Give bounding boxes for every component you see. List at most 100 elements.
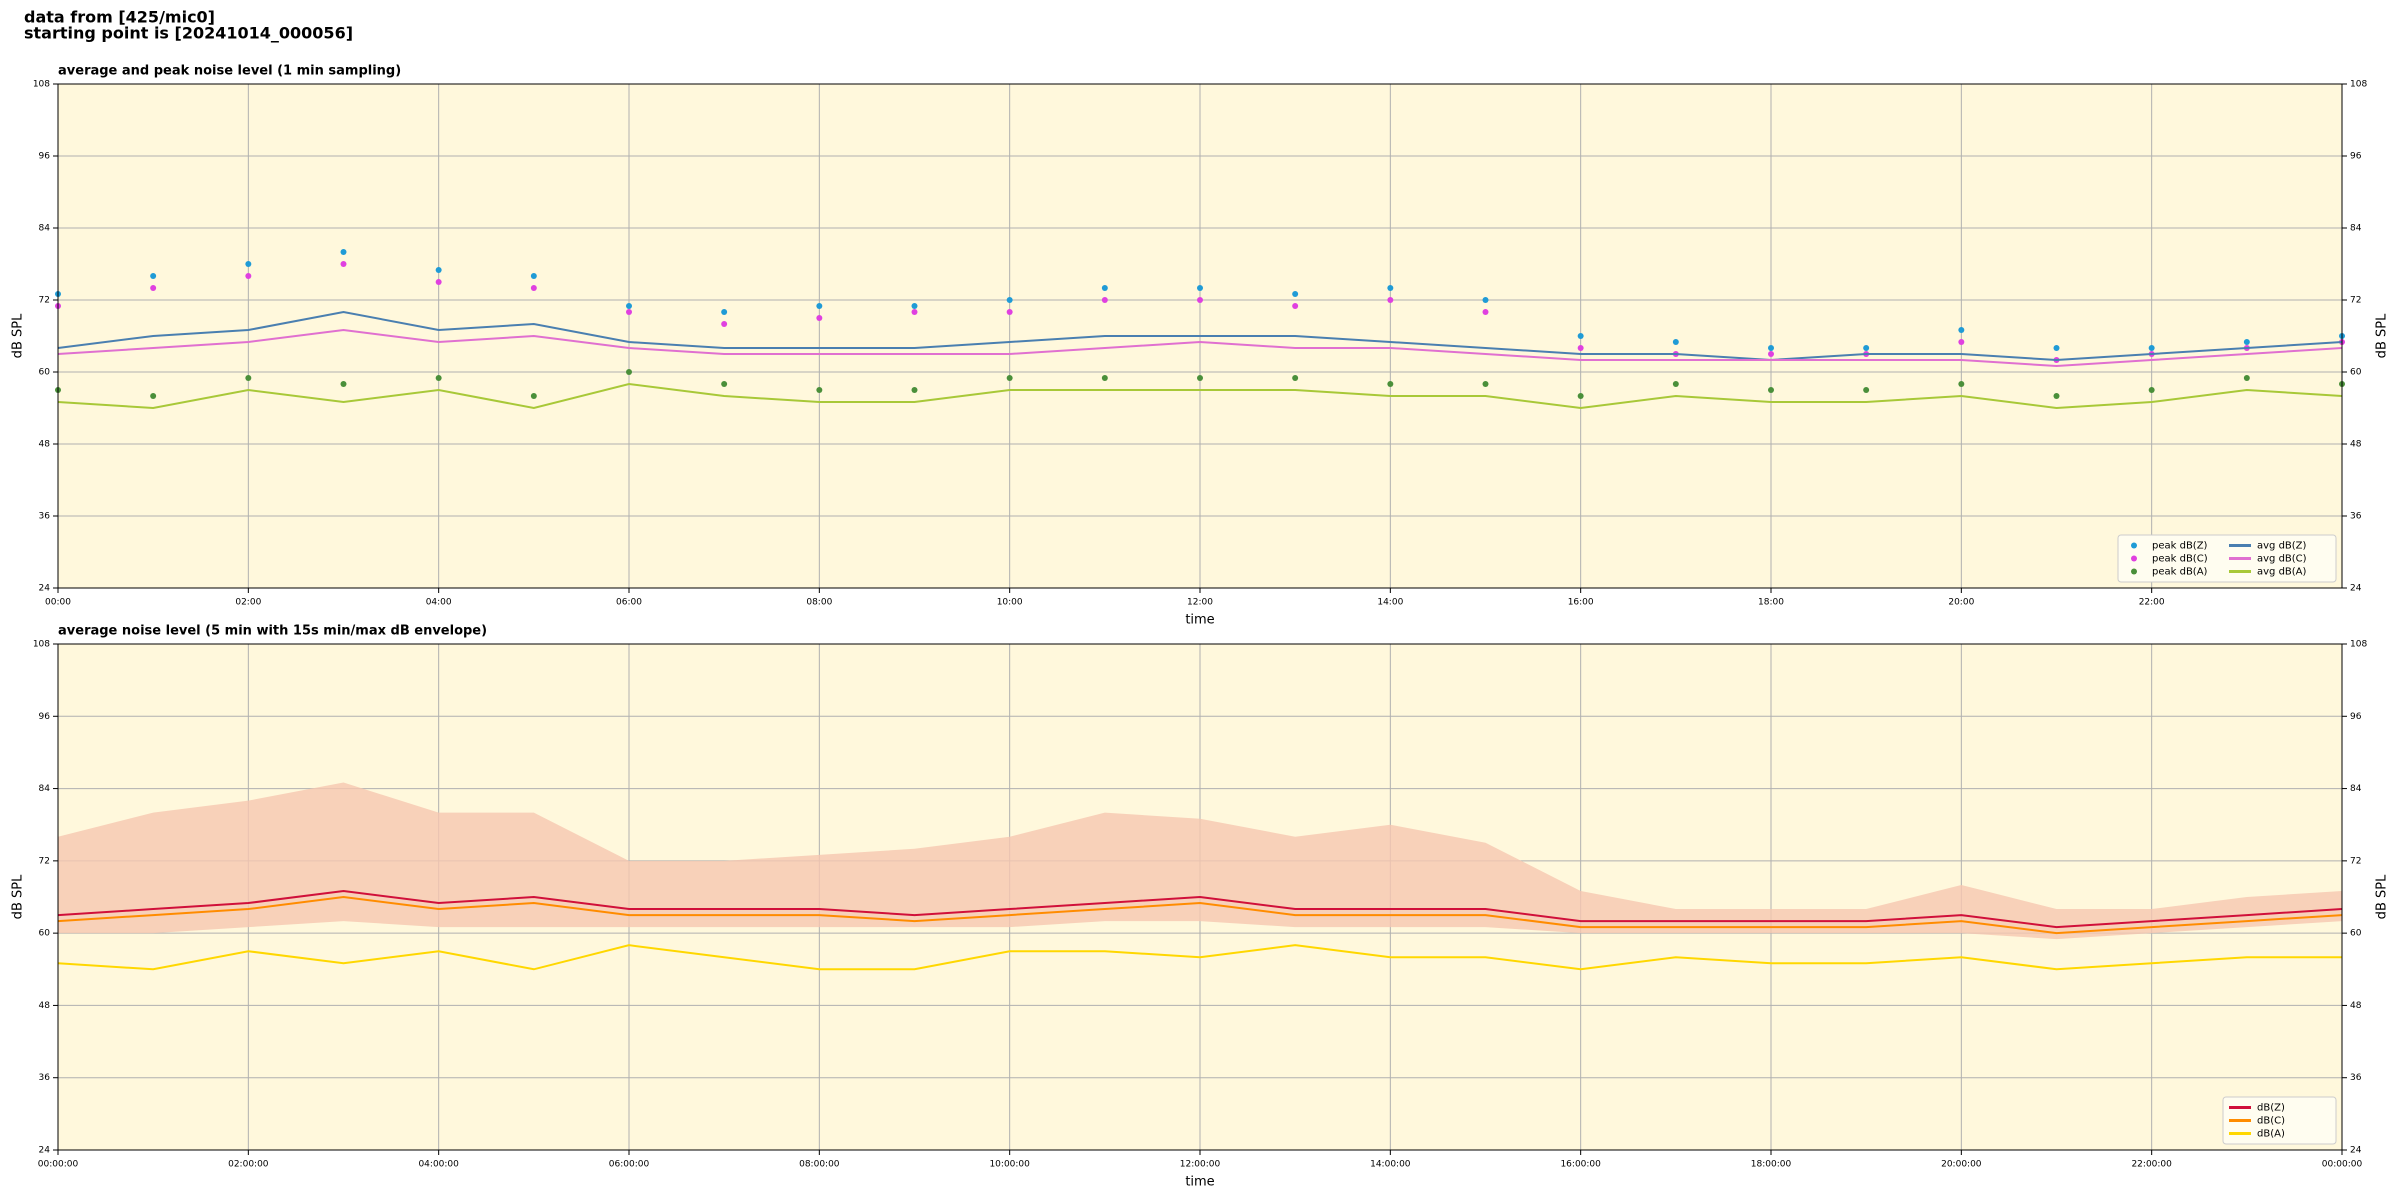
x-tick-label: 04:00: [426, 598, 452, 608]
legend-label: dB(Z): [2257, 1103, 2285, 1114]
y-tick-label: 84: [2350, 784, 2362, 794]
peak-point: [150, 285, 157, 291]
peak-point: [245, 261, 252, 267]
chart-title: average noise level (5 min with 15s min/…: [58, 624, 487, 639]
legend-label: peak dB(C): [2152, 554, 2208, 565]
y-tick-label: 72: [39, 856, 50, 866]
peak-point: [150, 393, 157, 399]
y-tick-label: 36: [2350, 512, 2362, 522]
x-axis-label: time: [1185, 1175, 1214, 1190]
peak-point: [435, 279, 442, 285]
legend-label: peak dB(A): [2152, 567, 2208, 578]
peak-point: [1006, 309, 1013, 315]
x-tick-label: 02:00:00: [228, 1160, 269, 1170]
peak-point: [2053, 345, 2060, 351]
peak-point: [1197, 285, 1203, 291]
x-tick-label: 04:00:00: [418, 1160, 459, 1170]
x-tick-label: 20:00:00: [1941, 1160, 1982, 1170]
x-tick-label: 20:00: [1948, 598, 1974, 608]
peak-point: [911, 309, 918, 315]
peak-point: [1577, 393, 1584, 399]
y-tick-label: 72: [2350, 856, 2361, 866]
x-tick-label: 18:00: [1758, 598, 1784, 608]
series-line: [57, 889, 2343, 929]
legend-label: avg dB(C): [2257, 554, 2307, 565]
x-tick-label: 00:00:00: [2322, 1160, 2363, 1170]
x-tick-label: 08:00: [806, 598, 832, 608]
x-tick-label: 16:00:00: [1560, 1160, 1601, 1170]
series-line: [57, 382, 2343, 410]
peak-point: [245, 273, 252, 279]
peak-point: [1101, 285, 1108, 291]
y-tick-label: 48: [39, 440, 51, 450]
y-tick-label: 60: [39, 368, 51, 378]
peak-point: [435, 375, 442, 381]
y-tick-label: 60: [39, 929, 51, 939]
y-axis-label: dB SPL: [11, 874, 26, 919]
peak-point: [1672, 381, 1679, 387]
peak-point: [150, 273, 157, 279]
x-tick-label: 12:00: [1187, 598, 1213, 608]
y-tick-label: 24: [39, 584, 51, 594]
y-tick-label: 24: [39, 1146, 51, 1156]
y-tick-label: 84: [39, 224, 51, 234]
peak-point: [1101, 375, 1108, 381]
y-tick-label: 108: [33, 80, 50, 90]
peak-point: [626, 303, 632, 309]
legend-label: avg dB(Z): [2257, 541, 2307, 552]
peak-point: [1482, 309, 1489, 315]
y-tick-label: 108: [33, 640, 50, 650]
y-tick-label: 96: [39, 712, 51, 722]
x-tick-label: 18:00:00: [1751, 1160, 1792, 1170]
legend-marker: [2131, 568, 2137, 575]
peak-point: [1482, 381, 1489, 387]
y-tick-label: 96: [39, 152, 51, 162]
y-tick-label: 48: [39, 1001, 51, 1011]
y-tick-label: 84: [2350, 224, 2362, 234]
peak-point: [1197, 375, 1203, 381]
series-line: [57, 895, 2343, 935]
y-tick-label: 36: [39, 512, 51, 522]
peak-point: [245, 375, 252, 381]
legend-label: dB(C): [2257, 1116, 2285, 1127]
peak-point: [1292, 291, 1299, 297]
x-tick-label: 16:00: [1568, 598, 1594, 608]
x-tick-label: 10:00: [997, 598, 1023, 608]
peak-point: [2243, 339, 2250, 345]
peak-point: [1292, 303, 1299, 309]
peak-point: [1958, 381, 1965, 387]
x-tick-label: 08:00:00: [799, 1160, 840, 1170]
peak-point: [340, 261, 347, 267]
y-axis-label: dB SPL: [2375, 874, 2390, 919]
peak-point: [530, 393, 537, 399]
peak-point: [2148, 345, 2155, 351]
y-tick-label: 60: [2350, 929, 2362, 939]
peak-point: [1768, 351, 1774, 357]
peak-point: [1768, 345, 1774, 351]
peak-point: [1387, 297, 1394, 303]
legend-label: peak dB(Z): [2152, 541, 2208, 552]
y-tick-label: 84: [39, 784, 51, 794]
peak-point: [2148, 387, 2155, 393]
legend-label: avg dB(A): [2257, 567, 2307, 578]
series-line: [57, 944, 2342, 971]
peak-point: [1958, 327, 1965, 333]
legend-box: [2117, 534, 2337, 583]
x-tick-label: 14:00: [1377, 598, 1403, 608]
peak-point: [1387, 285, 1394, 291]
peak-point: [816, 303, 823, 309]
x-tick-label: 22:00:00: [2131, 1160, 2172, 1170]
peak-point: [911, 303, 918, 309]
suptitle-line: starting point is [20241014_000056]: [24, 24, 353, 43]
peak-point: [1863, 387, 1870, 393]
x-tick-label: 00:00: [45, 598, 71, 608]
envelope-area: [58, 782, 2342, 940]
peak-point: [911, 387, 918, 393]
peak-point: [721, 309, 728, 315]
peak-point: [1482, 297, 1489, 303]
y-tick-label: 60: [2350, 368, 2362, 378]
peak-point: [1292, 375, 1299, 381]
x-tick-label: 12:00:00: [1180, 1160, 1221, 1170]
peak-point: [2053, 393, 2060, 399]
peak-point: [340, 381, 347, 387]
